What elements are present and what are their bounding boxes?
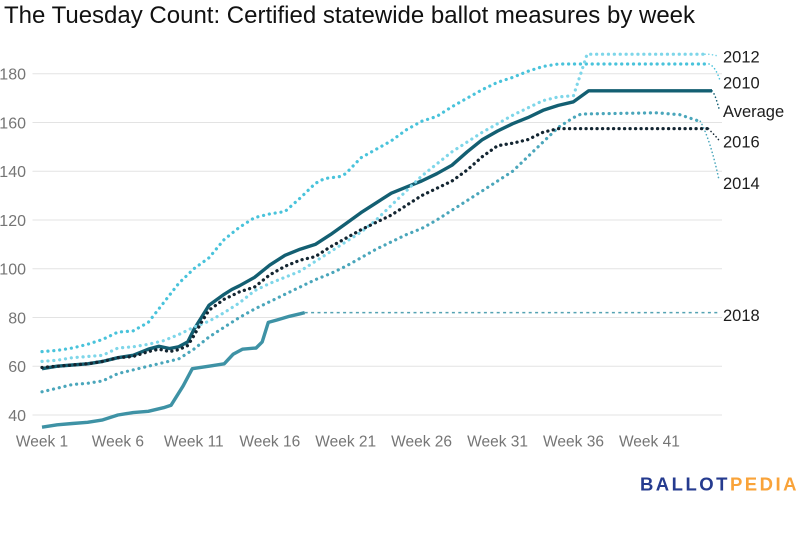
svg-text:80: 80 [8,310,26,327]
svg-text:Week 36: Week 36 [543,434,604,451]
svg-text:Week 11: Week 11 [164,434,224,451]
svg-text:2016: 2016 [723,134,760,152]
svg-text:Week 6: Week 6 [92,434,144,451]
svg-text:180: 180 [0,67,26,84]
svg-text:Average: Average [723,103,784,121]
svg-text:140: 140 [0,164,26,181]
svg-text:2012: 2012 [723,49,760,67]
svg-text:Week 1: Week 1 [16,434,68,451]
svg-text:120: 120 [0,213,26,230]
svg-text:40: 40 [8,408,26,425]
svg-text:The Tuesday Count: Certified s: The Tuesday Count: Certified statewide b… [4,2,696,29]
svg-text:BALLOTPEDIA: BALLOTPEDIA [640,474,799,495]
svg-text:Week 31: Week 31 [467,434,528,451]
svg-text:160: 160 [0,115,26,132]
svg-text:2014: 2014 [723,175,760,193]
svg-text:100: 100 [0,262,26,279]
svg-text:Week 21: Week 21 [315,434,376,451]
svg-text:Week 16: Week 16 [239,434,300,451]
svg-text:60: 60 [8,359,26,376]
svg-text:2018: 2018 [723,307,760,325]
svg-text:2010: 2010 [723,75,760,93]
svg-text:Week 26: Week 26 [391,434,452,451]
svg-text:Week 41: Week 41 [619,434,680,451]
